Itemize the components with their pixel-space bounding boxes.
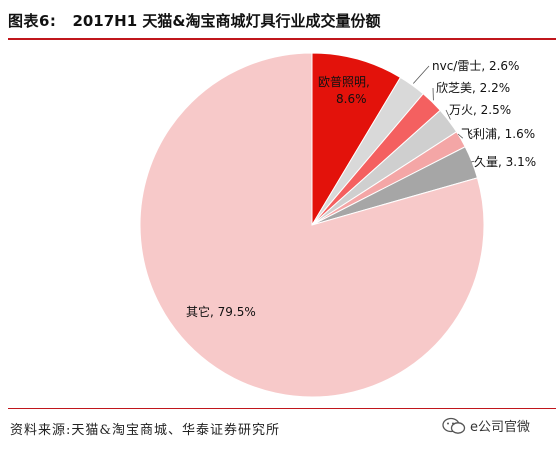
pie-slices bbox=[139, 52, 485, 398]
source-note: 资料来源:天猫&淘宝商城、华泰证券研究所 bbox=[10, 423, 280, 438]
figure-title: 图表6: 2017H1 天猫&淘宝商城灯具行业成交量份额 bbox=[8, 5, 556, 35]
slice-label-5: 飞利浦, 1.6% bbox=[461, 127, 535, 141]
pie-slice-1 bbox=[311, 52, 402, 227]
slice-label-3: 欣芝美, 2.2% bbox=[436, 80, 510, 95]
watermark-text: e公司官微 bbox=[470, 420, 530, 435]
leader-line-6 bbox=[470, 160, 474, 163]
slice-label-4: 万火, 2.5% bbox=[449, 103, 511, 117]
leader-line-4 bbox=[445, 109, 451, 120]
slice-labels: 欧普照明, 8.6% nvc/雷士, 2.6% 欣芝美, 2.2% 万火, 2.5% 飞利… bbox=[186, 59, 536, 319]
chart-title: 2017H1 天猫&淘宝商城灯具行业成交量份额 bbox=[72, 11, 381, 30]
slice-label-1-value: 8.6% bbox=[336, 92, 367, 106]
leader-lines bbox=[413, 65, 474, 163]
leader-line-2 bbox=[413, 65, 430, 84]
footer-divider bbox=[8, 408, 556, 409]
slice-label-2: nvc/雷士, 2.6% bbox=[432, 59, 519, 73]
slice-label-1: 欧普照明, bbox=[318, 75, 370, 89]
figure-label: 图表6: bbox=[8, 11, 57, 30]
pie-slice-7 bbox=[139, 52, 485, 398]
slice-label-6: 久量, 3.1% bbox=[474, 155, 536, 169]
slice-label-7: 其它, 79.5% bbox=[186, 304, 256, 319]
wechat-icon bbox=[442, 417, 466, 434]
title-divider bbox=[8, 38, 556, 40]
wechat-watermark: e公司官微 bbox=[442, 416, 530, 435]
leader-line-5 bbox=[457, 133, 464, 139]
